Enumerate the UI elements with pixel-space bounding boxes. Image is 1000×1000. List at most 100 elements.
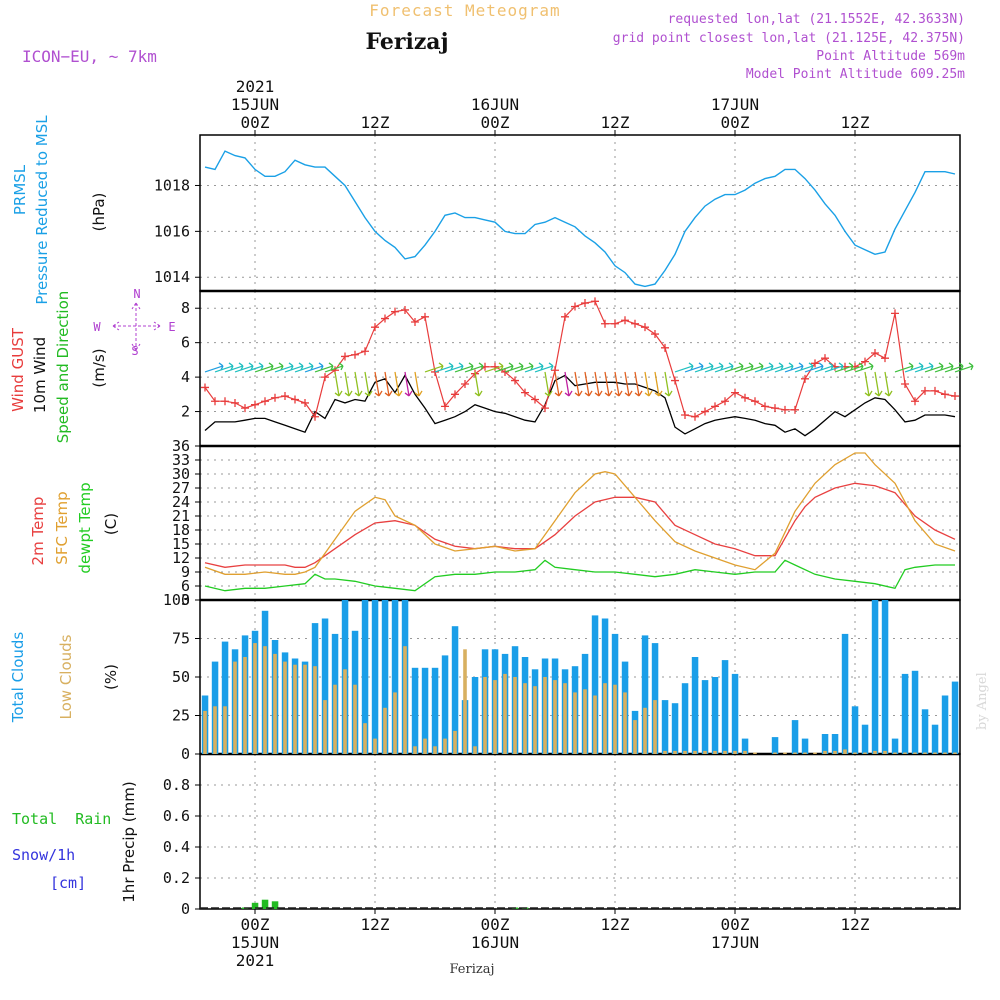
y-tick-label: 0.2: [163, 869, 190, 887]
gust-point-marker: [621, 316, 629, 325]
gust-point-marker: [221, 397, 229, 406]
low-clouds-bar: [653, 700, 657, 754]
total-clouds-bar: [951, 681, 959, 754]
low-clouds-bar: [503, 673, 507, 754]
gust-point-marker: [541, 404, 549, 413]
low-clouds-bar: [453, 730, 457, 754]
wind-direction-arrow: [374, 371, 383, 397]
low-clouds-bar: [433, 746, 437, 754]
gust-point-marker: [711, 402, 719, 411]
low-clouds-bar: [723, 750, 727, 754]
total-clouds-bar: [591, 615, 599, 754]
y-tick-label: 50: [172, 668, 190, 686]
low-clouds-bar: [303, 664, 307, 754]
gust-point-marker: [951, 392, 959, 401]
gust-point-marker: [631, 319, 639, 328]
gust-point-marker: [411, 318, 419, 326]
hour-label-bottom: 00Z: [721, 915, 750, 934]
wind-direction-arrow: [884, 371, 893, 397]
y-tick-label: 33: [172, 451, 190, 469]
total-clouds-bar: [361, 600, 369, 754]
low-clouds-bar: [483, 677, 487, 754]
low-clouds-bar: [253, 643, 257, 754]
low-clouds-bar: [423, 738, 427, 754]
gust-point-marker: [581, 299, 589, 308]
low-clouds-label: Low Clouds: [57, 634, 75, 719]
gust-point-marker: [871, 349, 879, 357]
low-clouds-bar: [643, 707, 647, 754]
low-clouds-bar: [263, 646, 267, 754]
hour-label-bottom: 00Z: [481, 915, 510, 934]
total-clouds-bar: [861, 724, 869, 754]
y-tick-label: 0: [181, 900, 190, 918]
y-tick-label: 30: [172, 465, 190, 483]
gust-point-marker: [691, 412, 699, 421]
total-clouds-bar: [901, 673, 909, 754]
low-clouds-bar: [373, 738, 377, 754]
wind-direction-arrow: [474, 371, 483, 397]
gust-point-marker: [271, 393, 279, 402]
low-clouds-bar: [293, 664, 297, 754]
low-clouds-bar: [683, 750, 687, 754]
compass-north: N: [133, 287, 140, 301]
low-clouds-bar: [623, 692, 627, 754]
low-clouds-bar: [313, 666, 317, 754]
gust-point-marker: [611, 319, 619, 328]
gust-point-marker: [311, 412, 319, 421]
low-clouds-bar: [633, 720, 637, 754]
gust-point-marker: [911, 397, 919, 406]
wind-direction-arrow: [394, 371, 403, 397]
low-clouds-bar: [493, 680, 497, 754]
date-label-top: 17JUN: [711, 95, 759, 114]
low-clouds-bar: [713, 750, 717, 754]
total-clouds-bar: [641, 635, 649, 754]
gust-point-marker: [341, 352, 349, 361]
wind-direction-arrow: [404, 371, 413, 397]
total-clouds-bar: [721, 660, 729, 754]
wind-direction-arrow: [334, 371, 343, 397]
gust-point-marker: [231, 398, 239, 407]
gust-point-marker: [781, 405, 789, 414]
gust-point-marker: [751, 397, 759, 406]
point-altitude: Point Altitude 569m: [816, 49, 965, 64]
low-clouds-bar: [833, 750, 837, 754]
wind-direction-arrow: [604, 371, 613, 397]
date-label-top: 15JUN: [231, 95, 279, 114]
precip-axis-label: 1hr Precip (mm): [120, 781, 138, 902]
total-clouds-bar: [431, 667, 439, 754]
gust-point-marker: [941, 390, 949, 399]
y-tick-label: 0.8: [163, 776, 190, 794]
low-clouds-bar: [243, 657, 247, 754]
low-clouds-bar: [383, 707, 387, 754]
gust-point-marker: [741, 393, 749, 402]
clouds-unit-label: (%): [102, 664, 120, 690]
low-clouds-bar: [853, 752, 857, 754]
hour-label-top: 12Z: [361, 113, 390, 132]
low-clouds-bar: [553, 680, 557, 754]
y-tick-label: 4: [181, 368, 190, 386]
gust-point-marker: [561, 312, 569, 321]
gust-point-marker: [391, 307, 399, 316]
wind-direction-arrow: [874, 371, 883, 397]
low-clouds-bar: [903, 752, 907, 754]
y-tick-label: 75: [172, 630, 190, 648]
prmsl-desc-label: Pressure Reduced to MSL: [33, 115, 51, 305]
hour-label-top: 00Z: [721, 113, 750, 132]
low-clouds-bar: [463, 649, 467, 754]
gust-point-marker: [301, 398, 309, 407]
total-clouds-bar: [791, 720, 799, 754]
compass-east: E: [168, 320, 175, 334]
low-clouds-bar: [673, 750, 677, 754]
snow-label: Snow/1h: [12, 846, 75, 864]
gust-point-marker: [451, 390, 459, 399]
low-clouds-bar: [773, 752, 777, 754]
requested-coords: requested lon,lat (21.1552E, 42.3633N): [668, 12, 965, 27]
low-clouds-bar: [563, 683, 567, 754]
low-clouds-bar: [943, 752, 947, 754]
model-altitude: Model Point Altitude 609.25m: [746, 67, 965, 82]
gust-point-marker: [791, 405, 799, 414]
wind-direction-arrow: [624, 371, 633, 397]
wind-direction-arrow: [364, 371, 373, 397]
low-clouds-bar: [233, 661, 237, 754]
